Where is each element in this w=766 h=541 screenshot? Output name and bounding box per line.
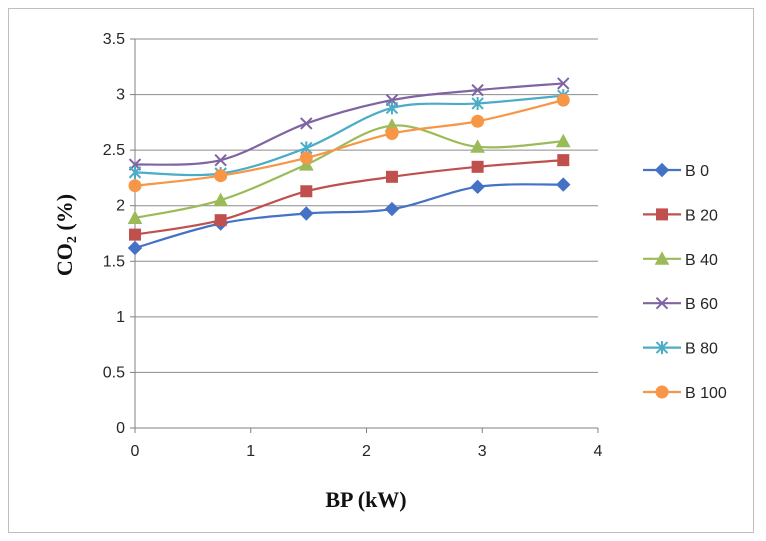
x-tick-label-0: 0 xyxy=(131,443,140,460)
series-b40 xyxy=(129,119,570,223)
y-tick-label-1.5: 1.5 xyxy=(103,253,125,270)
data-point-b0-0 xyxy=(129,241,142,254)
series-line-b100 xyxy=(135,100,563,186)
series-b80 xyxy=(130,89,569,180)
y-tick-label-2: 2 xyxy=(116,198,125,215)
data-point-b0-4 xyxy=(471,180,484,193)
series-b20 xyxy=(130,155,569,240)
legend-label-b0: B 0 xyxy=(685,163,709,180)
data-point-b100-1 xyxy=(215,170,227,182)
y-tick-label-0.5: 0.5 xyxy=(103,364,125,381)
legend-item-b60: B 60 xyxy=(643,296,718,313)
data-point-b20-2 xyxy=(301,186,312,197)
data-point-b0-3 xyxy=(385,203,398,216)
data-point-b60-2 xyxy=(301,118,312,129)
data-point-b20-5 xyxy=(558,155,569,166)
y-axis-title: CO2 (%) xyxy=(52,194,80,276)
legend-item-b100: B 100 xyxy=(643,385,727,402)
series-b0 xyxy=(129,178,570,254)
legend-item-b20: B 20 xyxy=(643,207,718,224)
data-point-b100-2 xyxy=(300,152,312,164)
y-axis-title-main: CO xyxy=(52,243,77,276)
series-b60 xyxy=(130,78,569,170)
legend-label-b100: B 100 xyxy=(685,385,727,402)
legend-marker-b0 xyxy=(656,164,669,177)
y-tick-label-0: 0 xyxy=(116,420,125,437)
x-tick-label-2: 2 xyxy=(362,443,371,460)
legend-label-b20: B 20 xyxy=(685,207,718,224)
legend-item-b40: B 40 xyxy=(643,252,718,269)
series-group xyxy=(129,78,570,254)
x-tick-label-4: 4 xyxy=(594,443,603,460)
series-line-b60 xyxy=(135,83,563,164)
y-axis-title-subscript: 2 xyxy=(65,236,80,243)
gridlines xyxy=(135,39,598,372)
x-tick-label-1: 1 xyxy=(246,443,255,460)
data-point-b20-0 xyxy=(130,229,141,240)
data-point-b100-5 xyxy=(557,94,569,106)
legend-marker-b100 xyxy=(656,386,668,398)
tick-labels: 0 0.5 1 1.5 2 2.5 3 3.5 0 1 2 3 4 xyxy=(103,31,603,460)
y-tick-label-3.5: 3.5 xyxy=(103,31,125,48)
series-line-b40 xyxy=(135,125,563,218)
data-point-b0-2 xyxy=(300,207,313,220)
data-point-b0-5 xyxy=(557,178,570,191)
legend: B 0 B 20 B 40 B 60 B 80 B 100 xyxy=(643,163,727,402)
data-point-b20-3 xyxy=(386,171,397,182)
series-b100 xyxy=(129,94,569,192)
y-axis-title-unit: (%) xyxy=(52,194,77,231)
legend-item-b0: B 0 xyxy=(643,163,709,180)
y-tick-label-3: 3 xyxy=(116,87,125,104)
data-point-b100-0 xyxy=(129,180,141,192)
x-axis-title: BP (kW) xyxy=(325,487,406,512)
y-tick-label-2.5: 2.5 xyxy=(103,142,125,159)
data-point-b100-4 xyxy=(472,115,484,127)
series-line-b20 xyxy=(135,160,563,234)
x-tick-label-3: 3 xyxy=(478,443,487,460)
series-line-b0 xyxy=(135,184,563,248)
legend-label-b40: B 40 xyxy=(685,252,718,269)
data-point-b20-4 xyxy=(472,161,483,172)
svg-text:CO2 (%): CO2 (%) xyxy=(52,194,80,276)
y-tick-label-1: 1 xyxy=(116,309,125,326)
legend-label-b60: B 60 xyxy=(685,296,718,313)
data-point-b100-3 xyxy=(386,127,398,139)
legend-item-b80: B 80 xyxy=(643,341,718,358)
legend-marker-b20 xyxy=(657,209,668,220)
legend-label-b80: B 80 xyxy=(685,341,718,358)
data-point-b20-1 xyxy=(215,215,226,226)
